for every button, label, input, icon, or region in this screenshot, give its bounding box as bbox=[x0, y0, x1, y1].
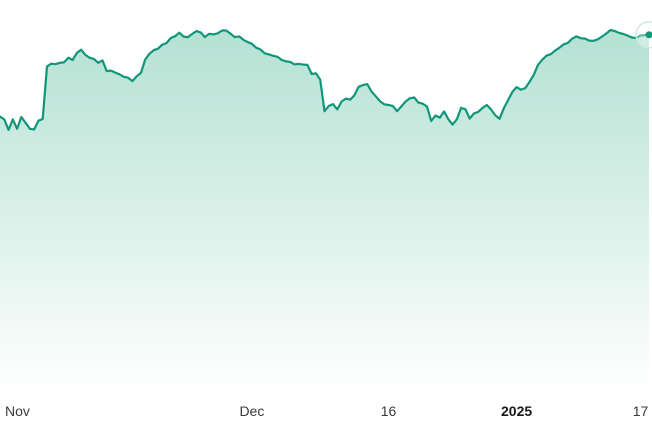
plot-area bbox=[0, 20, 652, 392]
x-tick-label: 2025 bbox=[501, 403, 532, 419]
x-tick-label: Nov bbox=[5, 403, 30, 419]
area-fill bbox=[0, 30, 649, 392]
series-line bbox=[0, 28, 651, 131]
x-tick-label: 17 bbox=[633, 403, 649, 419]
last-point-halo bbox=[635, 20, 652, 49]
x-tick-label: 16 bbox=[381, 403, 397, 419]
last-point-marker[interactable] bbox=[645, 31, 652, 39]
x-tick-label: Dec bbox=[239, 403, 264, 419]
x-axis: NovDec16202517Feb bbox=[5, 403, 649, 419]
